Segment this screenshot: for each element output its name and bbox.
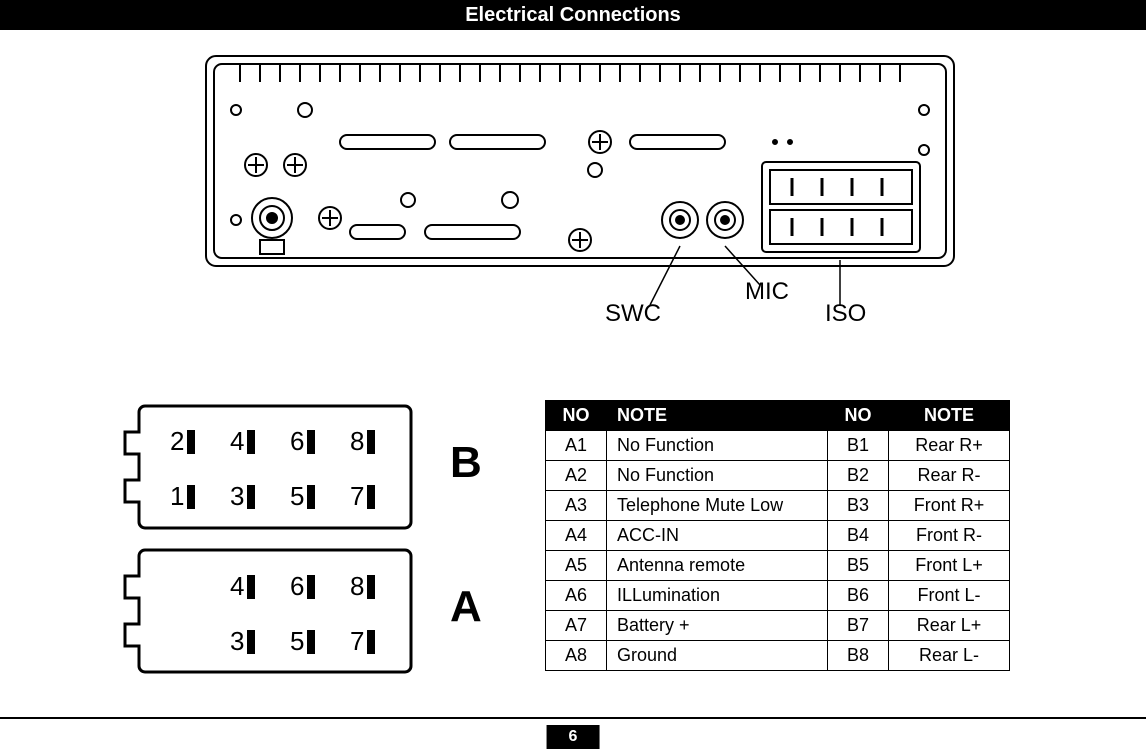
connector-a-row-bottom: 3 5 7 (230, 626, 375, 656)
pin-b-note: Rear R+ (889, 431, 1010, 461)
svg-text:2: 2 (170, 426, 184, 456)
page-title: Electrical Connections (465, 4, 681, 26)
svg-text:4: 4 (230, 426, 244, 456)
pin-b-no: B3 (828, 491, 889, 521)
pin-b-no: B7 (828, 611, 889, 641)
connector-b-row-top: 2 4 6 8 (170, 426, 375, 456)
pin-table: NO NOTE NO NOTE A1No FunctionB1Rear R+A2… (545, 400, 1010, 671)
pin-b-no: B5 (828, 551, 889, 581)
pin-b-note: Rear R- (889, 461, 1010, 491)
pin-b-no: B1 (828, 431, 889, 461)
pin-a-no: A6 (546, 581, 607, 611)
pin-table-row: A2No FunctionB2Rear R- (546, 461, 1010, 491)
pin-b-note: Front R+ (889, 491, 1010, 521)
pin-b-note: Front L+ (889, 551, 1010, 581)
pin-a-no: A5 (546, 551, 607, 581)
pin-table-row: A5Antenna remoteB5Front L+ (546, 551, 1010, 581)
svg-text:5: 5 (290, 626, 304, 656)
pin-a-no: A3 (546, 491, 607, 521)
pin-table-header: NO (828, 401, 889, 431)
svg-text:8: 8 (350, 571, 364, 601)
svg-text:6: 6 (290, 426, 304, 456)
pin-a-no: A1 (546, 431, 607, 461)
title-bar: Electrical Connections (0, 0, 1146, 30)
connector-letter-a: A (450, 582, 482, 632)
pin-b-note: Rear L+ (889, 611, 1010, 641)
connector-letter-b: B (450, 438, 482, 488)
pin-table-row: A8GroundB8Rear L- (546, 641, 1010, 671)
pin-b-no: B8 (828, 641, 889, 671)
svg-text:4: 4 (230, 571, 244, 601)
svg-text:8: 8 (350, 426, 364, 456)
pin-a-note: Telephone Mute Low (607, 491, 828, 521)
svg-text:5: 5 (290, 481, 304, 511)
label-mic: MIC (745, 278, 789, 306)
pin-table-header-row: NO NOTE NO NOTE (546, 401, 1010, 431)
pin-a-note: Battery + (607, 611, 828, 641)
pin-b-no: B6 (828, 581, 889, 611)
pin-table-header: NOTE (607, 401, 828, 431)
pin-b-no: B2 (828, 461, 889, 491)
pin-b-note: Front R- (889, 521, 1010, 551)
pin-a-note: No Function (607, 461, 828, 491)
pin-table-row: A4ACC-INB4Front R- (546, 521, 1010, 551)
svg-text:3: 3 (230, 481, 244, 511)
pin-a-no: A8 (546, 641, 607, 671)
page-number: 6 (547, 725, 600, 749)
pin-b-note: Rear L- (889, 641, 1010, 671)
connector-diagram: 2 4 6 8 1 3 5 7 4 6 8 (115, 400, 425, 685)
connector-a-row-top: 4 6 8 (230, 571, 375, 601)
pin-table-row: A6ILLuminationB6Front L- (546, 581, 1010, 611)
svg-text:7: 7 (350, 481, 364, 511)
label-swc: SWC (605, 300, 661, 328)
pin-a-no: A7 (546, 611, 607, 641)
pin-a-note: No Function (607, 431, 828, 461)
svg-text:6: 6 (290, 571, 304, 601)
svg-text:7: 7 (350, 626, 364, 656)
label-iso: ISO (825, 300, 866, 328)
pin-b-no: B4 (828, 521, 889, 551)
page: Electrical Connections (0, 0, 1146, 755)
pin-a-note: Ground (607, 641, 828, 671)
svg-text:1: 1 (170, 481, 184, 511)
pin-a-no: A4 (546, 521, 607, 551)
pin-b-note: Front L- (889, 581, 1010, 611)
rear-panel-diagram (200, 50, 960, 310)
pin-table-header: NOTE (889, 401, 1010, 431)
pin-a-no: A2 (546, 461, 607, 491)
pin-table-row: A7Battery +B7Rear L+ (546, 611, 1010, 641)
pin-a-note: Antenna remote (607, 551, 828, 581)
pin-a-note: ACC-IN (607, 521, 828, 551)
pin-table-row: A3Telephone Mute LowB3Front R+ (546, 491, 1010, 521)
footer-rule (0, 717, 1146, 719)
pin-table-row: A1No FunctionB1Rear R+ (546, 431, 1010, 461)
svg-text:3: 3 (230, 626, 244, 656)
pin-table-header: NO (546, 401, 607, 431)
pin-a-note: ILLumination (607, 581, 828, 611)
connector-b-row-bottom: 1 3 5 7 (170, 481, 375, 511)
